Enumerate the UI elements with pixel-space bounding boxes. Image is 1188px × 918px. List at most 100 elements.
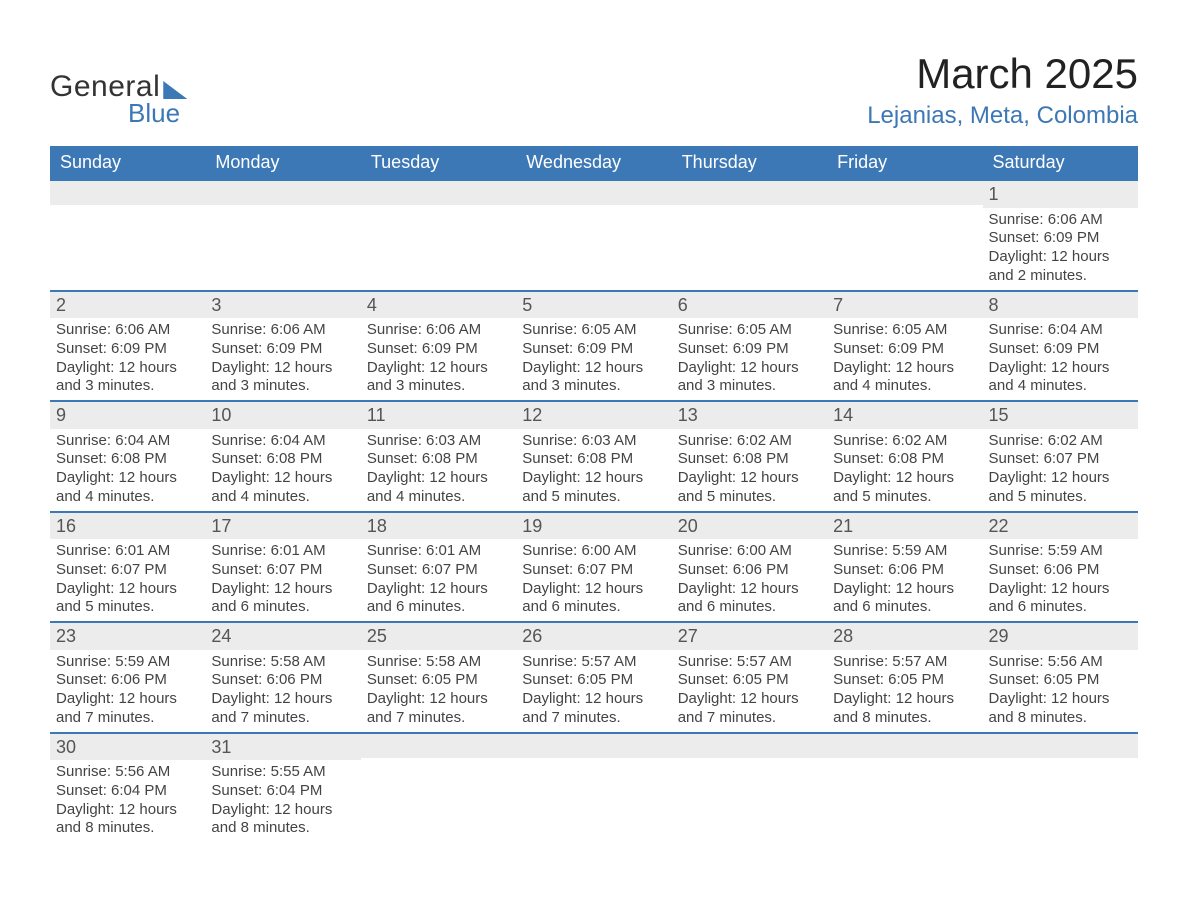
day-sunrise: Sunrise: 5:57 AM bbox=[522, 653, 665, 672]
day-number: 6 bbox=[672, 292, 827, 319]
weekday-header-row: Sunday Monday Tuesday Wednesday Thursday… bbox=[50, 146, 1138, 180]
day-daylight: Daylight: 12 hours and 5 minutes. bbox=[678, 469, 821, 507]
day-sunrise: Sunrise: 6:03 AM bbox=[367, 432, 510, 451]
day-sunrise: Sunrise: 5:56 AM bbox=[989, 653, 1132, 672]
calendar-day-cell bbox=[205, 180, 360, 291]
day-sunset: Sunset: 6:06 PM bbox=[989, 561, 1132, 580]
day-sunset: Sunset: 6:09 PM bbox=[989, 340, 1132, 359]
calendar-day-cell bbox=[672, 180, 827, 291]
day-sunset: Sunset: 6:08 PM bbox=[678, 450, 821, 469]
day-sunrise: Sunrise: 6:01 AM bbox=[367, 542, 510, 561]
calendar-day-cell: 1Sunrise: 6:06 AMSunset: 6:09 PMDaylight… bbox=[983, 180, 1138, 291]
day-sunset: Sunset: 6:08 PM bbox=[211, 450, 354, 469]
day-sunrise: Sunrise: 5:58 AM bbox=[367, 653, 510, 672]
day-daylight: Daylight: 12 hours and 3 minutes. bbox=[211, 359, 354, 397]
day-number: 4 bbox=[361, 292, 516, 319]
calendar-day-cell: 16Sunrise: 6:01 AMSunset: 6:07 PMDayligh… bbox=[50, 512, 205, 623]
day-sunset: Sunset: 6:08 PM bbox=[56, 450, 199, 469]
calendar-day-cell: 17Sunrise: 6:01 AMSunset: 6:07 PMDayligh… bbox=[205, 512, 360, 623]
col-thursday: Thursday bbox=[672, 146, 827, 180]
day-number: 5 bbox=[516, 292, 671, 319]
col-saturday: Saturday bbox=[983, 146, 1138, 180]
day-daylight: Daylight: 12 hours and 6 minutes. bbox=[833, 580, 976, 618]
day-number bbox=[827, 734, 982, 758]
col-friday: Friday bbox=[827, 146, 982, 180]
day-daylight: Daylight: 12 hours and 6 minutes. bbox=[367, 580, 510, 618]
day-number: 30 bbox=[50, 734, 205, 761]
calendar-week-row: 30Sunrise: 5:56 AMSunset: 6:04 PMDayligh… bbox=[50, 733, 1138, 843]
day-number: 10 bbox=[205, 402, 360, 429]
calendar-day-cell: 9Sunrise: 6:04 AMSunset: 6:08 PMDaylight… bbox=[50, 401, 205, 512]
day-sunset: Sunset: 6:05 PM bbox=[989, 671, 1132, 690]
calendar-day-cell: 7Sunrise: 6:05 AMSunset: 6:09 PMDaylight… bbox=[827, 291, 982, 402]
day-sunset: Sunset: 6:07 PM bbox=[989, 450, 1132, 469]
day-sunrise: Sunrise: 5:55 AM bbox=[211, 763, 354, 782]
day-number: 29 bbox=[983, 623, 1138, 650]
day-number bbox=[672, 181, 827, 205]
calendar-week-row: 1Sunrise: 6:06 AMSunset: 6:09 PMDaylight… bbox=[50, 180, 1138, 291]
calendar-day-cell: 4Sunrise: 6:06 AMSunset: 6:09 PMDaylight… bbox=[361, 291, 516, 402]
calendar-day-cell bbox=[827, 733, 982, 843]
day-number bbox=[205, 181, 360, 205]
calendar-day-cell: 25Sunrise: 5:58 AMSunset: 6:05 PMDayligh… bbox=[361, 622, 516, 733]
day-daylight: Daylight: 12 hours and 4 minutes. bbox=[367, 469, 510, 507]
day-number: 9 bbox=[50, 402, 205, 429]
day-sunset: Sunset: 6:05 PM bbox=[522, 671, 665, 690]
day-sunrise: Sunrise: 5:57 AM bbox=[833, 653, 976, 672]
day-sunset: Sunset: 6:06 PM bbox=[833, 561, 976, 580]
day-number: 20 bbox=[672, 513, 827, 540]
calendar-day-cell: 28Sunrise: 5:57 AMSunset: 6:05 PMDayligh… bbox=[827, 622, 982, 733]
location-subtitle: Lejanias, Meta, Colombia bbox=[867, 102, 1138, 130]
day-number: 24 bbox=[205, 623, 360, 650]
calendar-day-cell: 30Sunrise: 5:56 AMSunset: 6:04 PMDayligh… bbox=[50, 733, 205, 843]
day-sunrise: Sunrise: 6:03 AM bbox=[522, 432, 665, 451]
day-sunset: Sunset: 6:06 PM bbox=[211, 671, 354, 690]
calendar-day-cell bbox=[516, 180, 671, 291]
calendar-day-cell: 2Sunrise: 6:06 AMSunset: 6:09 PMDaylight… bbox=[50, 291, 205, 402]
day-number: 19 bbox=[516, 513, 671, 540]
day-sunset: Sunset: 6:06 PM bbox=[678, 561, 821, 580]
day-daylight: Daylight: 12 hours and 3 minutes. bbox=[522, 359, 665, 397]
calendar-day-cell bbox=[361, 733, 516, 843]
day-number: 15 bbox=[983, 402, 1138, 429]
day-number: 8 bbox=[983, 292, 1138, 319]
header-region: General Blue March 2025 Lejanias, Meta, … bbox=[50, 40, 1138, 136]
col-monday: Monday bbox=[205, 146, 360, 180]
day-number: 23 bbox=[50, 623, 205, 650]
calendar-day-cell: 24Sunrise: 5:58 AMSunset: 6:06 PMDayligh… bbox=[205, 622, 360, 733]
day-number bbox=[516, 734, 671, 758]
day-daylight: Daylight: 12 hours and 5 minutes. bbox=[56, 580, 199, 618]
day-sunset: Sunset: 6:05 PM bbox=[367, 671, 510, 690]
day-daylight: Daylight: 12 hours and 4 minutes. bbox=[833, 359, 976, 397]
day-daylight: Daylight: 12 hours and 6 minutes. bbox=[678, 580, 821, 618]
day-number: 31 bbox=[205, 734, 360, 761]
day-number: 12 bbox=[516, 402, 671, 429]
day-sunset: Sunset: 6:07 PM bbox=[522, 561, 665, 580]
day-daylight: Daylight: 12 hours and 3 minutes. bbox=[678, 359, 821, 397]
calendar-day-cell bbox=[983, 733, 1138, 843]
calendar-day-cell bbox=[827, 180, 982, 291]
day-number bbox=[361, 181, 516, 205]
day-daylight: Daylight: 12 hours and 5 minutes. bbox=[989, 469, 1132, 507]
day-sunrise: Sunrise: 6:02 AM bbox=[678, 432, 821, 451]
day-sunset: Sunset: 6:08 PM bbox=[833, 450, 976, 469]
col-wednesday: Wednesday bbox=[516, 146, 671, 180]
day-sunrise: Sunrise: 5:59 AM bbox=[989, 542, 1132, 561]
calendar-week-row: 16Sunrise: 6:01 AMSunset: 6:07 PMDayligh… bbox=[50, 512, 1138, 623]
day-number: 21 bbox=[827, 513, 982, 540]
calendar-week-row: 2Sunrise: 6:06 AMSunset: 6:09 PMDaylight… bbox=[50, 291, 1138, 402]
col-tuesday: Tuesday bbox=[361, 146, 516, 180]
day-sunrise: Sunrise: 6:02 AM bbox=[833, 432, 976, 451]
calendar-day-cell: 26Sunrise: 5:57 AMSunset: 6:05 PMDayligh… bbox=[516, 622, 671, 733]
day-daylight: Daylight: 12 hours and 7 minutes. bbox=[211, 690, 354, 728]
day-sunrise: Sunrise: 6:05 AM bbox=[522, 321, 665, 340]
calendar-day-cell: 23Sunrise: 5:59 AMSunset: 6:06 PMDayligh… bbox=[50, 622, 205, 733]
calendar-day-cell: 31Sunrise: 5:55 AMSunset: 6:04 PMDayligh… bbox=[205, 733, 360, 843]
calendar-day-cell: 10Sunrise: 6:04 AMSunset: 6:08 PMDayligh… bbox=[205, 401, 360, 512]
calendar-day-cell: 29Sunrise: 5:56 AMSunset: 6:05 PMDayligh… bbox=[983, 622, 1138, 733]
day-daylight: Daylight: 12 hours and 6 minutes. bbox=[211, 580, 354, 618]
day-number: 28 bbox=[827, 623, 982, 650]
day-sunrise: Sunrise: 6:05 AM bbox=[833, 321, 976, 340]
logo-text-2: Blue bbox=[128, 98, 187, 129]
calendar-day-cell: 11Sunrise: 6:03 AMSunset: 6:08 PMDayligh… bbox=[361, 401, 516, 512]
